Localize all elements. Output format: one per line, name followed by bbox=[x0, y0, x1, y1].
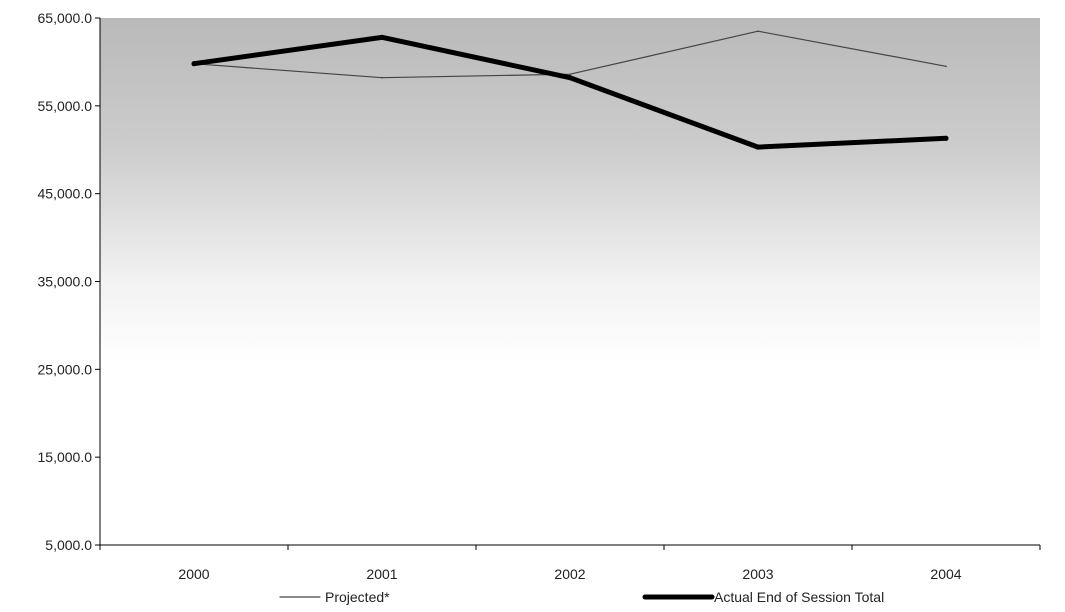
y-tick-label: 65,000.0 bbox=[38, 10, 93, 26]
data-point bbox=[755, 144, 761, 150]
y-tick-label: 5,000.0 bbox=[45, 537, 92, 553]
x-tick-label: 2001 bbox=[366, 566, 397, 582]
plot-area bbox=[100, 18, 1040, 545]
data-point bbox=[567, 75, 573, 81]
y-tick-label: 15,000.0 bbox=[38, 449, 93, 465]
legend-label: Actual End of Session Total bbox=[714, 589, 884, 605]
data-point bbox=[569, 73, 571, 76]
x-tick-label: 2003 bbox=[742, 566, 773, 582]
x-tick-label: 2004 bbox=[930, 566, 961, 582]
y-tick-label: 55,000.0 bbox=[38, 98, 93, 114]
data-point bbox=[945, 65, 947, 68]
y-tick-label: 45,000.0 bbox=[38, 186, 93, 202]
data-point bbox=[381, 76, 383, 79]
data-point bbox=[191, 61, 197, 67]
y-tick-label: 35,000.0 bbox=[38, 274, 93, 290]
data-point bbox=[943, 135, 949, 141]
x-tick-label: 2002 bbox=[554, 566, 585, 582]
legend: Projected* Actual End of Session Total bbox=[279, 589, 884, 605]
axes: 5,000.0 15,000.0 25,000.0 35,000.0 45,000.0 5… bbox=[38, 10, 1041, 582]
series-layer bbox=[191, 30, 949, 150]
data-point bbox=[757, 30, 759, 32]
y-tick-label: 25,000.0 bbox=[38, 361, 93, 377]
legend-label: Projected* bbox=[325, 589, 390, 605]
x-tick-label: 2000 bbox=[178, 566, 209, 582]
data-point bbox=[379, 34, 385, 40]
